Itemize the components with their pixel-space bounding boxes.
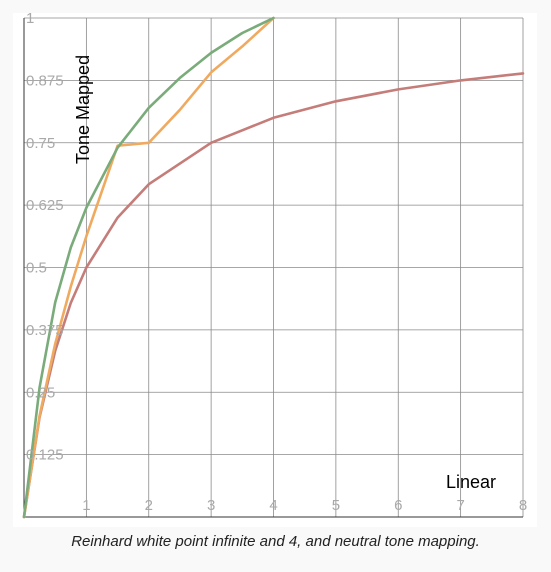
x-tick-label: 5 [332,497,340,514]
y-tick-label: 0.75 [26,135,55,152]
plot-frame [13,13,537,527]
y-axis-title: Tone Mapped [73,55,93,164]
y-tick-label: 0.375 [26,322,64,339]
x-tick-label: 4 [269,497,277,514]
y-tick-label: 0.625 [26,197,64,214]
x-tick-label: 1 [82,497,90,514]
x-tick-label: 3 [207,497,215,514]
x-axis-title: Linear [446,472,496,492]
series-lines [22,16,525,519]
series-line-3 [22,16,275,519]
tone-mapping-chart: 1 2 3 4 5 6 7 80.1250.250.3750.50.6250.750.8751… [22,10,527,519]
y-tick-label: 0.5 [26,260,47,277]
figure-caption: Reinhard white point infinite and 4, and… [71,533,480,550]
tick-labels: 1 2 3 4 5 6 7 8 0.125 0.25 0.375 0.5 0.625 0.75 0.875 1 [26,10,527,514]
x-tick-label: 2 [145,497,153,514]
y-tick-label: 0.25 [26,384,55,401]
y-tick-label: 0.125 [26,447,64,464]
x-tick-label: 6 [394,497,402,514]
x-tick-label: 7 [456,497,464,514]
y-tick-label: 1 [26,10,34,27]
series-line-1 [22,72,525,519]
x-tick-label: 8 [519,497,527,514]
grid [23,17,524,518]
y-tick-label: 0.875 [26,72,64,89]
